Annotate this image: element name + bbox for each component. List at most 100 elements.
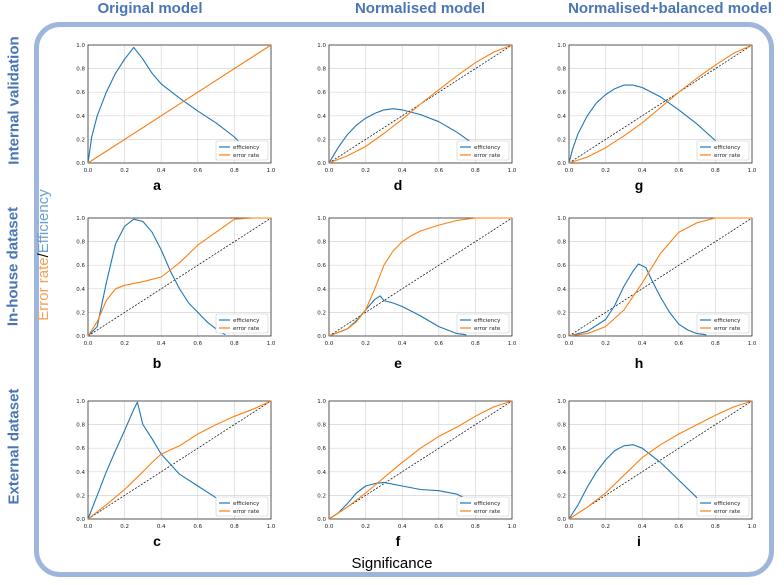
y-tick-label: 0.0 — [76, 161, 85, 167]
panel-label-e: e — [394, 355, 402, 371]
diagonal-reference — [568, 44, 753, 164]
y-tick-label: 0.4 — [76, 470, 85, 476]
x-tick-label: 0.0 — [565, 341, 574, 347]
series-line-error-rate — [328, 44, 513, 164]
x-tick-label: 0.0 — [565, 168, 574, 174]
axes-box — [568, 217, 753, 337]
series-line-efficiency — [87, 46, 246, 164]
x-tick-label: 1.0 — [748, 341, 757, 347]
legend-label: error rate — [714, 153, 741, 159]
chart-g: 0.0 0.2 0.4 0.6 0.8 1.0 0.0 0.2 0.4 0.6 0.8 1.0 effi… — [557, 43, 757, 193]
y-tick-label: 0.4 — [317, 470, 326, 476]
chart-f: 0.0 0.2 0.4 0.6 0.8 1.0 0.0 0.2 0.4 0.6 0.8 1.0 effi… — [317, 399, 517, 549]
x-tick-label: 0.2 — [601, 524, 610, 530]
y-tick-label: 0.0 — [317, 517, 326, 523]
legend-label: error rate — [714, 509, 741, 515]
x-tick-label: 0.6 — [193, 524, 202, 530]
y-tick-label: 0.2 — [76, 493, 85, 499]
panel-frame — [34, 22, 774, 577]
y-tick-label: 0.6 — [557, 90, 566, 96]
panel-label-a: a — [153, 177, 161, 193]
x-tick-label: 0.6 — [434, 524, 443, 530]
y-tick-label: 0.8 — [76, 67, 85, 73]
column-title-normalised: Normalised model — [354, 0, 486, 17]
x-tick-label: 0.0 — [325, 168, 334, 174]
y-tick-label: 0.2 — [76, 137, 85, 143]
legend-label: error rate — [714, 326, 741, 332]
x-tick-label: 0.8 — [471, 341, 480, 347]
y-tick-label: 0.6 — [317, 263, 326, 269]
y-tick-label: 0.8 — [76, 240, 85, 246]
panel-label-i: i — [637, 533, 641, 549]
axes-box — [328, 400, 513, 520]
y-tick-label: 0.0 — [76, 334, 85, 340]
series-line-error-rate — [328, 400, 513, 520]
y-tick-label: 0.2 — [317, 493, 326, 499]
x-tick-label: 0.2 — [361, 168, 370, 174]
series-line-efficiency — [328, 108, 484, 164]
chart-c: 0.0 0.2 0.4 0.6 0.8 1.0 0.0 0.2 0.4 0.6 0.8 1.0 effi… — [76, 399, 276, 549]
x-tick-label: 1.0 — [267, 524, 276, 530]
y-tick-label: 1.0 — [557, 43, 566, 49]
legend-label: efficiency — [233, 501, 260, 507]
x-tick-label: 0.4 — [638, 168, 647, 174]
y-tick-label: 0.2 — [557, 310, 566, 316]
x-tick-label: 0.0 — [84, 168, 93, 174]
y-tick-label: 1.0 — [557, 216, 566, 222]
x-tick-label: 0.8 — [711, 168, 720, 174]
x-tick-label: 1.0 — [508, 168, 517, 174]
y-tick-label: 0.6 — [76, 263, 85, 269]
y-tick-label: 1.0 — [76, 216, 85, 222]
y-tick-label: 0.4 — [557, 470, 566, 476]
y-tick-label: 1.0 — [76, 43, 85, 49]
x-tick-label: 0.0 — [84, 341, 93, 347]
x-tick-label: 0.4 — [638, 524, 647, 530]
x-tick-label: 0.6 — [674, 524, 683, 530]
y-tick-label: 0.0 — [557, 517, 566, 523]
series-line-efficiency — [568, 263, 707, 337]
series-line-efficiency — [328, 295, 467, 337]
chart-i: 0.0 0.2 0.4 0.6 0.8 1.0 0.0 0.2 0.4 0.6 0.8 1.0 effi… — [557, 399, 757, 549]
diagonal-reference — [87, 217, 272, 337]
legend-label: efficiency — [714, 145, 741, 151]
legend-label: efficiency — [474, 501, 501, 507]
legend-label: efficiency — [474, 145, 501, 151]
y-tick-label: 0.2 — [76, 310, 85, 316]
legend-label: error rate — [474, 153, 501, 159]
diagonal-reference — [568, 400, 753, 520]
y-tick-label: 0.6 — [557, 446, 566, 452]
panel-label-d: d — [394, 177, 403, 193]
x-tick-label: 1.0 — [267, 341, 276, 347]
x-axis-label: Significance — [351, 555, 433, 572]
legend-label: efficiency — [474, 318, 501, 324]
x-tick-label: 0.6 — [193, 168, 202, 174]
y-tick-label: 1.0 — [317, 399, 326, 405]
x-tick-label: 0.2 — [361, 524, 370, 530]
diagonal-reference — [328, 400, 513, 520]
series-line-efficiency — [568, 444, 707, 520]
y-tick-label: 0.6 — [557, 263, 566, 269]
legend-label: efficiency — [233, 318, 260, 324]
chart-b: 0.0 0.2 0.4 0.6 0.8 1.0 0.0 0.2 0.4 0.6 0.8 1.0 effi… — [76, 216, 276, 371]
axes-box — [87, 400, 272, 520]
column-title-normalised-balanced: Normalised+balanced model — [568, 0, 772, 17]
panel-label-g: g — [635, 177, 644, 193]
x-tick-label: 1.0 — [748, 524, 757, 530]
x-tick-label: 0.8 — [230, 341, 239, 347]
y-tick-label: 0.4 — [76, 287, 85, 293]
x-tick-label: 0.4 — [157, 341, 166, 347]
axes-box — [328, 44, 513, 164]
series-line-efficiency — [87, 401, 231, 520]
x-tick-label: 0.2 — [120, 524, 129, 530]
y-tick-label: 0.8 — [76, 423, 85, 429]
x-tick-label: 0.4 — [638, 341, 647, 347]
axes-box — [87, 44, 272, 164]
y-tick-label: 1.0 — [557, 399, 566, 405]
series-line-error-rate — [568, 400, 753, 520]
series-line-error-rate — [568, 44, 753, 164]
x-tick-label: 0.2 — [120, 341, 129, 347]
legend-label: error rate — [233, 326, 260, 332]
x-tick-label: 1.0 — [748, 168, 757, 174]
y-tick-label: 0.0 — [557, 161, 566, 167]
